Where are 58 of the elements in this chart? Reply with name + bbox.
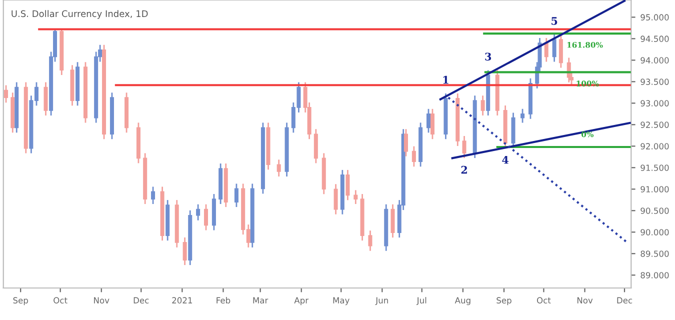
y-tick-label: 90.000 [640,229,669,236]
x-tick-label: Oct [54,297,68,304]
y-tick-label: 95.000 [640,14,669,20]
x-tick-label: Dec [134,297,149,304]
x-tick-label: Dec [617,297,632,304]
annotation: 1 [443,76,448,84]
x-tick-label: Jul [416,297,426,306]
candlestick [234,184,238,208]
x-tick-label: Nov [577,297,593,304]
y-tick-label: 89.500 [640,250,669,257]
y-tick-label: 92.500 [640,122,669,128]
candlestick [480,96,485,116]
text: U.S. Dollar Currency Index, 1D [12,10,148,19]
candlestick [346,170,350,200]
annotation: 3 [485,52,492,61]
candlestick [544,38,548,62]
candlestick [412,146,416,167]
y-tick-label: 94.000 [640,57,669,64]
candlestick [558,34,563,68]
candlestick [196,204,200,220]
x-tick-label: May [333,297,350,306]
candlestick [276,160,281,177]
x-tick-label: Aug [454,297,470,306]
y-tick-label: 91.000 [640,186,669,192]
candlestick [430,108,434,140]
candlestick [552,34,556,62]
candlestick [204,204,208,230]
candlestick [368,230,372,251]
candlestick [390,204,395,238]
x-tick-label: Sep [13,297,28,306]
candlestick [151,186,156,204]
candlestick [520,108,525,123]
candlestick [4,85,8,103]
candlestick [354,190,358,204]
annotation: 5 [552,17,558,25]
x-tick-label: Mar [253,297,268,304]
x-tick-label: Jun [375,297,388,306]
y-tick-label: 94.500 [640,36,669,42]
annotation: 4 [502,156,509,164]
y-tick-label: 90.500 [640,208,669,214]
x-tick-label: Apr [294,297,309,306]
candlestick [334,184,338,214]
y-tick-label: 89.000 [640,272,669,278]
y-tick-label: 93.000 [640,100,669,106]
candlestick [426,108,431,133]
y-tick-label: 92.000 [640,143,669,150]
x-tick-label: Sep [496,297,512,306]
candlestick [182,237,187,266]
y-tick-label: 93.500 [640,78,669,85]
candlestick [44,82,48,116]
x-tick-label: Feb [216,297,230,304]
x-tick-label: Nov [94,297,110,304]
annotation: 2 [461,166,467,174]
y-tick-label: 91.500 [640,164,669,171]
x-tick-label: 2021 [172,297,192,304]
candlestick [404,129,408,156]
candlestick [462,136,466,158]
x-tick-label: Oct [536,297,551,304]
